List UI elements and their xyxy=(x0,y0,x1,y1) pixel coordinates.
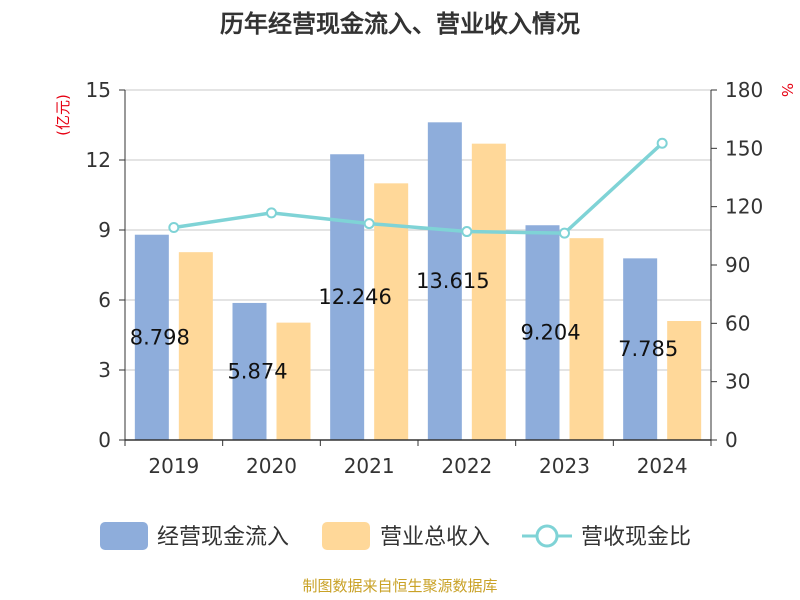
legend-marker-ratio xyxy=(535,524,559,548)
ratio-point xyxy=(363,218,375,230)
bar-cashflow xyxy=(427,122,462,441)
x-tick-label: 2021 xyxy=(344,454,395,478)
legend-label-revenue: 营业总收入 xyxy=(380,525,490,550)
chart-title: 历年经营现金流入、营业收入情况 xyxy=(220,10,580,38)
ratio-line xyxy=(168,137,668,239)
x-tick-label: 2022 xyxy=(441,454,492,478)
left-tick-label: 0 xyxy=(98,428,111,452)
legend-swatch-cashflow xyxy=(100,522,148,550)
x-tick-label: 2019 xyxy=(148,454,199,478)
data-label-cashflow: 13.615 xyxy=(416,269,489,293)
right-tick-label: 0 xyxy=(725,428,738,452)
ratio-point xyxy=(266,207,277,219)
bar-revenue xyxy=(569,238,604,440)
right-tick-label: 60 xyxy=(725,311,750,335)
ratio-point xyxy=(656,137,668,149)
bar-revenue xyxy=(374,183,409,441)
bar-cashflow xyxy=(232,302,267,440)
right-tick-label: 90 xyxy=(725,253,750,277)
gridlines xyxy=(125,89,711,371)
bar-revenue xyxy=(276,322,311,440)
ratio-series-line xyxy=(173,141,664,235)
left-tick-label: 15 xyxy=(86,78,111,102)
right-tick-label: 120 xyxy=(725,195,763,219)
left-tick-label: 9 xyxy=(98,218,111,242)
legend: 经营现金流入 营业总收入 营收现金比 xyxy=(100,522,691,550)
left-axis-unit: (亿元) xyxy=(54,94,72,136)
bar-cashflow xyxy=(525,225,560,440)
bar-revenue xyxy=(178,252,213,440)
data-source: 制图数据来自恒生聚源数据库 xyxy=(302,577,497,595)
x-tick-label: 2023 xyxy=(539,454,590,478)
ratio-point xyxy=(461,226,473,238)
bar-revenue xyxy=(667,321,702,440)
right-tick-label: 30 xyxy=(725,370,750,394)
data-label-cashflow: 9.204 xyxy=(520,321,580,345)
data-label-cashflow: 5.874 xyxy=(227,359,287,383)
ratio-point xyxy=(559,227,570,239)
right-tick-label: 180 xyxy=(725,78,763,102)
data-label-cashflow: 12.246 xyxy=(318,285,391,309)
bar-cashflow xyxy=(623,258,658,440)
x-tick-label: 2020 xyxy=(246,454,297,478)
bars xyxy=(134,122,702,441)
data-label-cashflow: 7.785 xyxy=(618,337,678,361)
right-axis-unit: % xyxy=(778,83,796,97)
axes xyxy=(119,89,717,446)
legend-label-ratio: 营收现金比 xyxy=(581,525,691,550)
legend-label-cashflow: 经营现金流入 xyxy=(157,525,289,550)
left-tick-label: 6 xyxy=(98,288,111,312)
data-label-cashflow: 8.798 xyxy=(130,325,190,349)
right-tick-label: 150 xyxy=(725,136,763,160)
bar-revenue xyxy=(471,143,506,440)
legend-swatch-revenue xyxy=(322,522,370,550)
bar-cashflow xyxy=(134,234,169,440)
bar-cashflow xyxy=(330,154,365,440)
data-labels: 8.798 5.874 12.246 13.615 9.204 7.785 xyxy=(130,269,678,383)
ratio-point xyxy=(168,221,180,233)
x-tick-label: 2024 xyxy=(637,454,688,478)
left-tick-label: 12 xyxy=(86,148,111,172)
left-tick-label: 3 xyxy=(98,358,111,382)
